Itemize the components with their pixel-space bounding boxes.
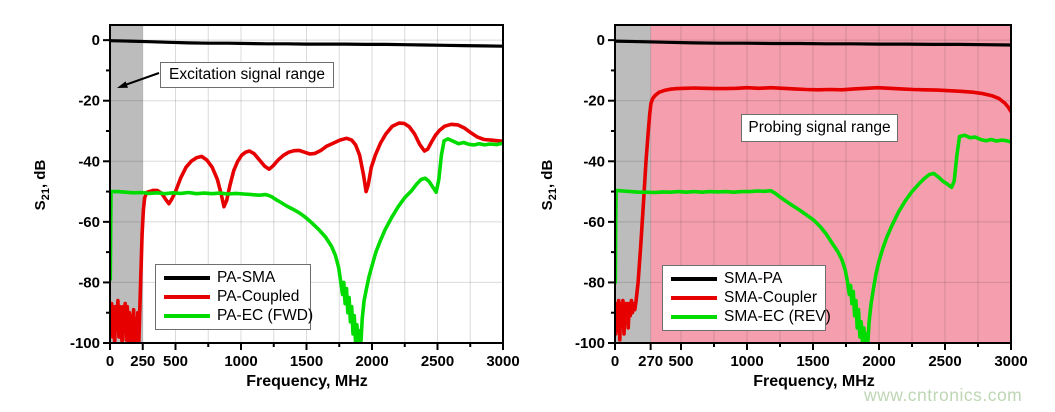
left-legend: PA-SMA PA-Coupled PA-EC (FWD)	[155, 264, 313, 330]
x-tick-label: 500	[163, 353, 188, 370]
x-tick-label: 2500	[421, 353, 454, 370]
legend-line-swatch	[671, 295, 717, 300]
left-y-axis-label: S21, dB	[32, 159, 52, 211]
left-x-axis-label: Frequency, MHz	[246, 373, 368, 390]
curve-sma-coupler	[615, 85, 1011, 342]
legend-label: PA-EC (FWD)	[217, 307, 314, 325]
y-tick-label: -20	[78, 93, 100, 110]
right-legend: SMA-PA SMA-Coupler SMA-EC (REV)	[662, 265, 831, 331]
legend-label: PA-Coupled	[217, 287, 300, 305]
y-tick-label: -100	[70, 335, 100, 352]
legend-item: SMA-EC (REV)	[671, 308, 831, 327]
x-tick-label: 1500	[796, 353, 829, 370]
x-tick-label: 3000	[486, 353, 519, 370]
curve-pa-sma	[110, 39, 503, 48]
legend-label: SMA-Coupler	[724, 288, 818, 306]
curve-pa-ec-fwd	[110, 137, 503, 343]
axis-ticks	[103, 39, 504, 350]
x-tick-label: 0	[106, 353, 114, 370]
x-tick-label: 1000	[730, 353, 763, 370]
excitation-range-annotation: Excitation signal range	[160, 62, 334, 88]
x-tick-label: 270	[638, 353, 663, 370]
legend-line-swatch	[164, 314, 210, 319]
y-tick-label: -40	[583, 153, 605, 170]
right-x-axis-label: Frequency, MHz	[753, 373, 875, 390]
legend-label: SMA-EC (REV)	[724, 308, 831, 326]
legend-label: PA-SMA	[217, 268, 276, 286]
y-tick-label: 0	[597, 32, 605, 49]
legend-line-swatch	[164, 275, 210, 280]
curve-sma-pa	[615, 39, 1011, 47]
y-tick-label: -20	[583, 93, 605, 110]
axis-ticks	[608, 39, 1012, 350]
x-tick-label: 3000	[994, 353, 1027, 370]
excitation-signal-region	[110, 25, 143, 343]
x-tick-label: 1000	[224, 353, 257, 370]
x-tick-label: 2000	[862, 353, 895, 370]
legend-item: PA-SMA	[164, 268, 304, 287]
curve-pa-coupled	[110, 121, 503, 343]
legend-label: SMA-PA	[724, 269, 783, 287]
legend-item: PA-EC (FWD)	[164, 307, 313, 326]
legend-item: PA-Coupled	[164, 287, 304, 306]
y-tick-label: 0	[92, 32, 100, 49]
x-tick-label: 0	[611, 353, 619, 370]
x-tick-label: 2000	[355, 353, 388, 370]
x-tick-label: 1500	[290, 353, 323, 370]
y-tick-label: -60	[78, 214, 100, 231]
y-tick-label: -60	[583, 214, 605, 231]
x-tick-label: 250	[130, 353, 155, 370]
x-tick-label: 2500	[928, 353, 961, 370]
legend-item: SMA-PA	[671, 269, 819, 288]
y-tick-label: -40	[78, 153, 100, 170]
right-y-axis-label: S21, dB	[539, 159, 559, 211]
annotation-arrow	[117, 72, 160, 88]
y-tick-label: -80	[583, 274, 605, 291]
probing-range-annotation: Probing signal range	[741, 114, 898, 142]
legend-line-swatch	[671, 276, 717, 281]
watermark: www.cntronics.com	[864, 385, 1023, 405]
legend-item: SMA-Coupler	[671, 288, 819, 307]
y-tick-label: -80	[78, 274, 100, 291]
legend-line-swatch	[164, 294, 210, 299]
legend-line-swatch	[671, 315, 717, 320]
x-tick-label: 500	[668, 353, 693, 370]
y-tick-label: -100	[575, 335, 605, 352]
curve-sma-ec-rev	[615, 133, 1011, 343]
